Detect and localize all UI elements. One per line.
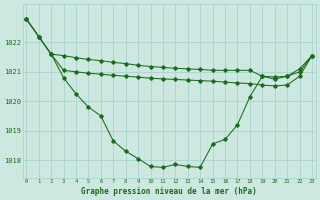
X-axis label: Graphe pression niveau de la mer (hPa): Graphe pression niveau de la mer (hPa) (81, 187, 257, 196)
